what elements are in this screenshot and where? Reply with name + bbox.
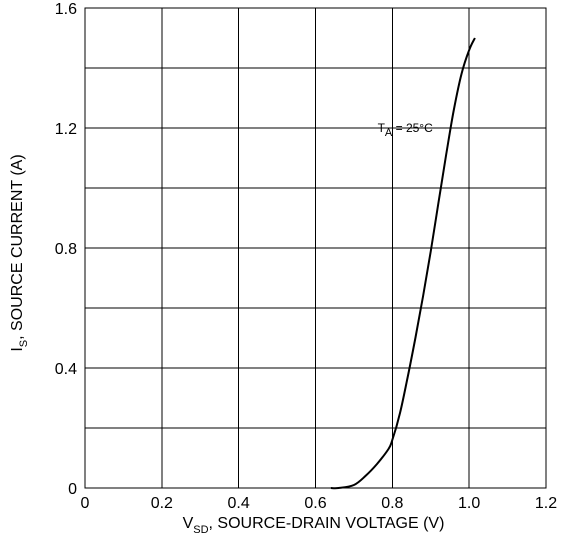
x-tick-labels: 0 0.2 0.4 0.6 0.8 1.0 1.2: [81, 495, 558, 512]
x-tick-label-4: 0.8: [381, 495, 403, 512]
series-curve: [330, 37, 476, 490]
y-axis-title-rest: , SOURCE CURRENT (A): [9, 154, 26, 340]
x-axis-title-subscript: SD: [193, 524, 208, 536]
y-tick-label-0: 0: [68, 481, 77, 498]
y-tick-labels: 0 0.4 0.8 1.2 1.6: [55, 1, 77, 498]
annotation-main: T: [378, 121, 386, 135]
plot-frame: [84, 7, 547, 489]
y-axis-title-main: I: [9, 347, 26, 351]
y-tick-label-3: 1.2: [55, 121, 77, 138]
x-axis-title-main: V: [183, 515, 194, 532]
annotation-temperature: TA = 25°C: [378, 121, 434, 139]
annotation-subscript: A: [385, 127, 393, 139]
y-axis-title: IS, SOURCE CURRENT (A): [9, 154, 30, 351]
x-tick-label-0: 0: [81, 495, 90, 512]
x-tick-label-3: 0.6: [304, 495, 326, 512]
y-tick-label-2: 0.8: [55, 241, 77, 258]
x-tick-label-1: 0.2: [151, 495, 173, 512]
x-tick-label-6: 1.2: [535, 495, 557, 512]
grid-lines: [84, 7, 547, 489]
x-axis-title-rest: , SOURCE-DRAIN VOLTAGE (V): [209, 515, 445, 532]
y-axis-title-subscript: S: [18, 340, 30, 347]
y-tick-label-4: 1.6: [55, 1, 77, 18]
annotation-rest: = 25°C: [392, 121, 433, 135]
y-tick-label-1: 0.4: [55, 361, 77, 378]
x-tick-label-2: 0.4: [228, 495, 250, 512]
x-axis-title: VSD, SOURCE-DRAIN VOLTAGE (V): [183, 515, 445, 536]
x-tick-label-5: 1.0: [458, 495, 480, 512]
